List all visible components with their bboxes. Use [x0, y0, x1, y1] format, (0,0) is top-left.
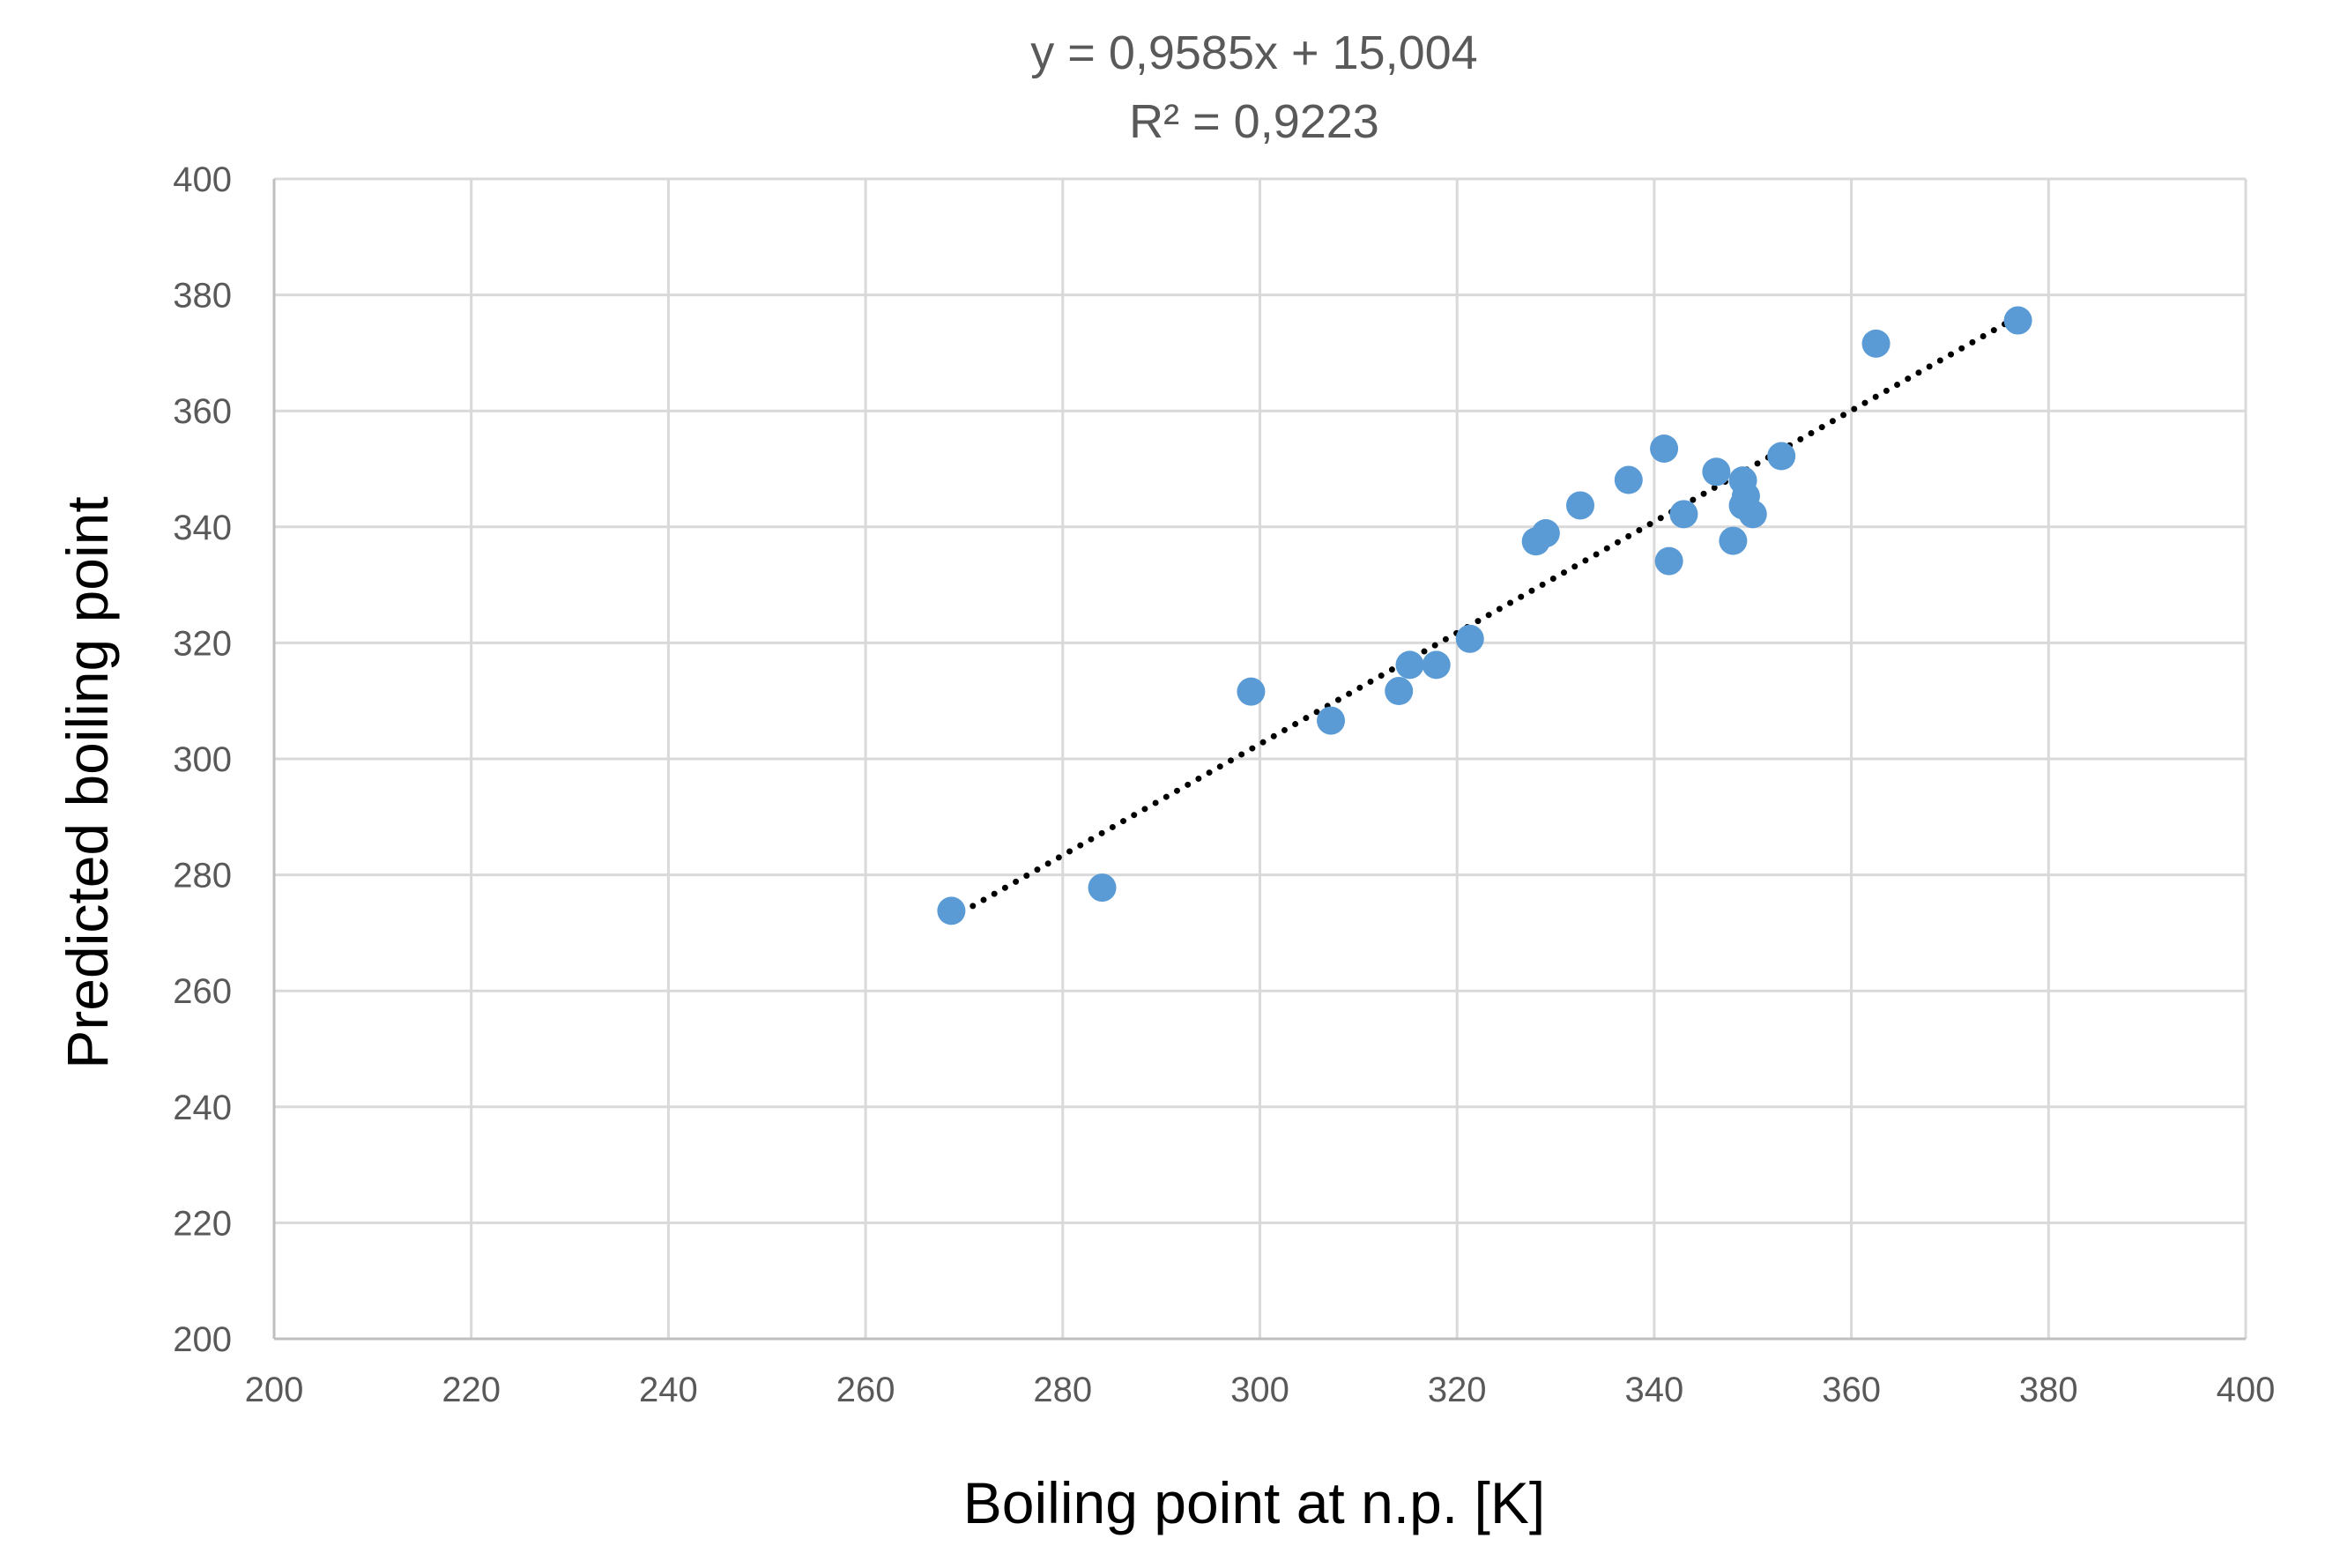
data-point [1422, 650, 1451, 680]
trendline-group [947, 313, 2022, 922]
x-tick-label: 220 [442, 1371, 501, 1409]
data-point [1738, 500, 1767, 529]
data-points [937, 306, 2032, 925]
data-point [1614, 465, 1643, 494]
y-tick-label: 240 [173, 1089, 232, 1127]
x-tick-label: 400 [2217, 1371, 2276, 1409]
data-point [1669, 500, 1698, 529]
data-point [1861, 329, 1891, 358]
x-tick-label: 200 [245, 1371, 304, 1409]
y-tick-label: 380 [173, 277, 232, 316]
data-point [1317, 706, 1346, 735]
y-tick-label: 200 [173, 1320, 232, 1359]
y-tick-label: 220 [173, 1204, 232, 1243]
y-axis-title: Predicted boiling point [55, 496, 120, 1068]
x-tick-label: 260 [836, 1371, 895, 1409]
x-tick-label: 300 [1230, 1371, 1289, 1409]
data-point [1531, 519, 1560, 548]
data-point [1702, 457, 1731, 487]
x-tick-label: 320 [1428, 1371, 1487, 1409]
x-tick-label: 240 [639, 1371, 698, 1409]
x-tick-label: 360 [1822, 1371, 1881, 1409]
y-tick-label: 260 [173, 972, 232, 1011]
y-tick-label: 400 [173, 160, 232, 199]
y-tick-label: 360 [173, 392, 232, 431]
trendline-equation: y = 0,9585x + 15,004 [1030, 26, 1477, 79]
data-point [1385, 677, 1414, 706]
x-tick-label: 340 [1625, 1371, 1684, 1409]
axes [272, 179, 2246, 1341]
data-point [1455, 624, 1484, 653]
x-axis-title: Boiling point at n.p. [K] [963, 1470, 1545, 1535]
data-point [1719, 526, 1748, 555]
x-tick-label: 380 [2019, 1371, 2078, 1409]
data-point [1654, 546, 1683, 576]
data-point [1566, 491, 1595, 520]
data-point [1767, 442, 1796, 471]
y-tick-label: 320 [173, 624, 232, 663]
data-point [1650, 434, 1679, 463]
data-point [937, 896, 966, 925]
x-tick-label: 280 [1033, 1371, 1092, 1409]
y-tick-label: 340 [173, 509, 232, 547]
x-tick-labels: 200 220 240 260 280 300 320 340 360 380 400 [245, 1371, 2276, 1409]
y-tick-label: 280 [173, 857, 232, 895]
y-tick-labels: 200 220 240 260 280 300 320 340 360 380 400 [173, 160, 232, 1359]
data-point [1395, 650, 1424, 680]
y-tick-label: 300 [173, 740, 232, 779]
data-point [1088, 873, 1117, 903]
r-squared-label: R² = 0,9223 [1129, 95, 1379, 148]
chart-title: y = 0,9585x + 15,004 R² = 0,9223 [1030, 26, 1477, 148]
data-point [1237, 677, 1266, 706]
trendline [947, 313, 2022, 922]
data-point [2003, 306, 2032, 335]
